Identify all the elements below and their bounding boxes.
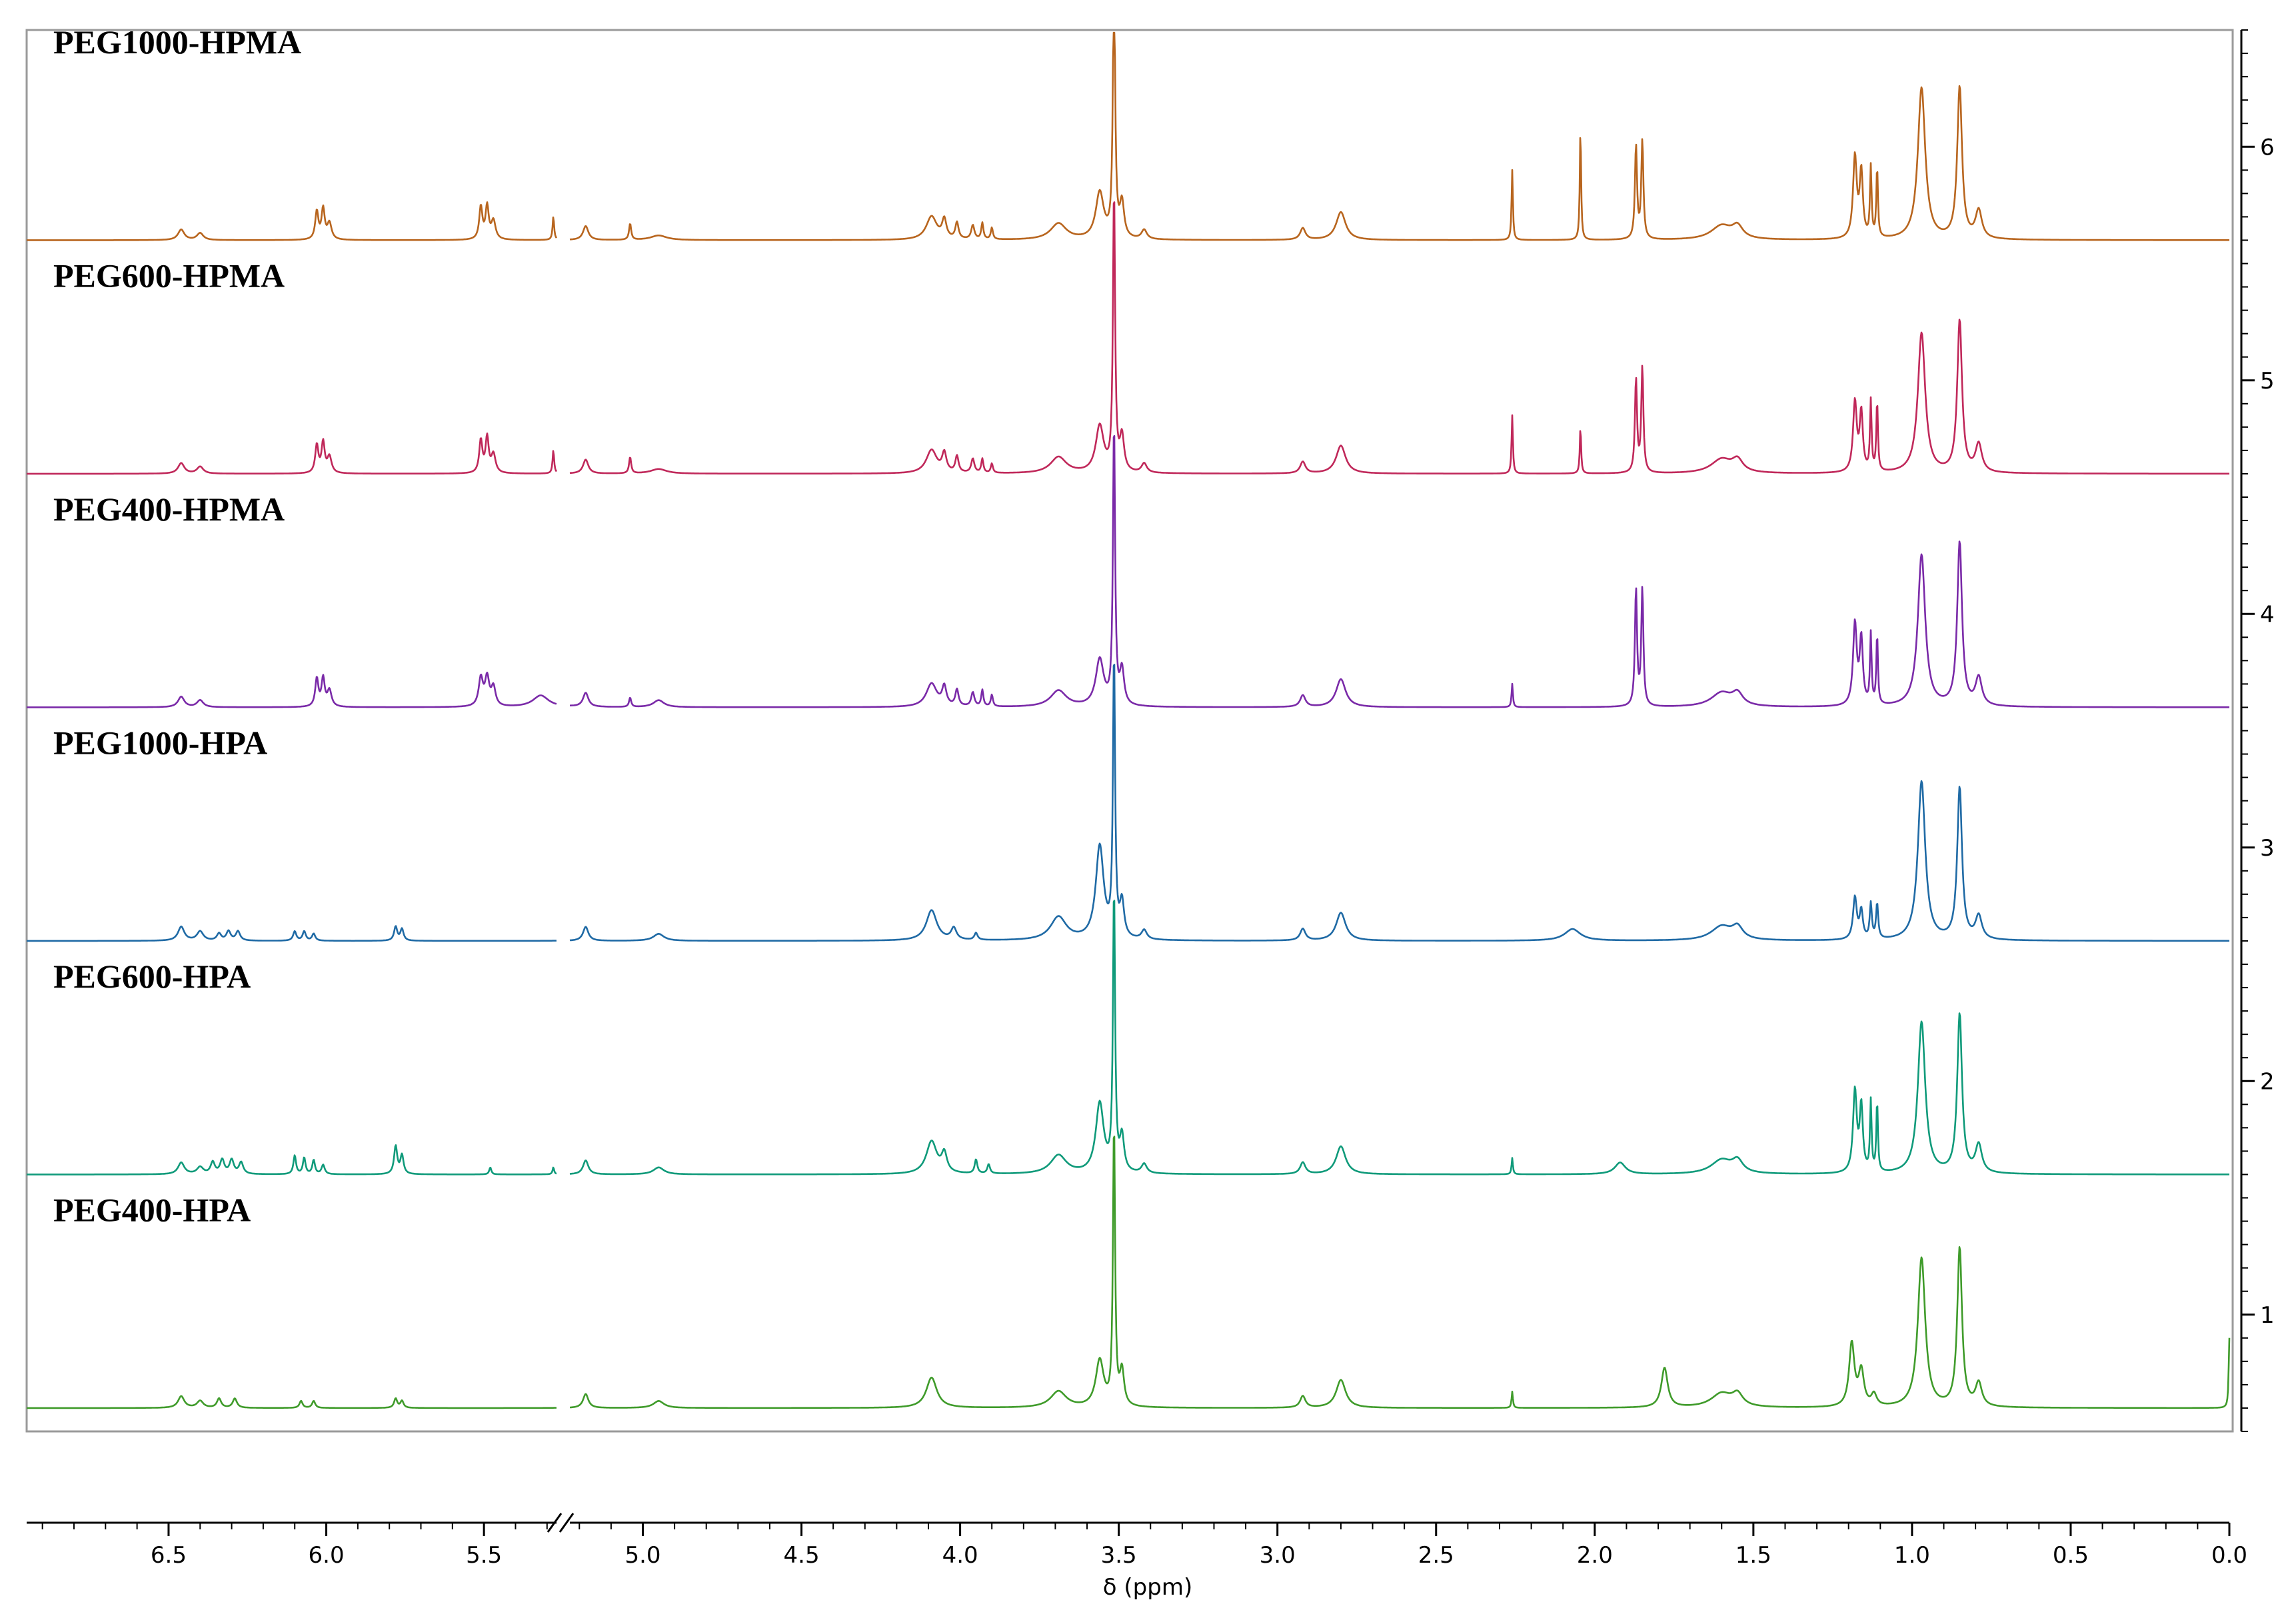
spectrum-trace — [26, 1144, 557, 1176]
spectrum-trace — [26, 1395, 557, 1409]
x-tick-label: 1.0 — [1894, 1542, 1930, 1569]
x-tick-label: 4.0 — [942, 1542, 978, 1569]
spectrum-trace — [569, 201, 2230, 475]
spectrum-trace — [569, 31, 2230, 241]
x-tick-label: 2.5 — [1418, 1542, 1454, 1569]
x-tick-label: 5.0 — [624, 1542, 660, 1569]
x-tick-label: 6.5 — [151, 1542, 187, 1569]
series-label: PEG400-HPMA — [53, 490, 285, 528]
series-label: PEG400-HPA — [53, 1192, 251, 1229]
spectrum-trace — [569, 434, 2230, 708]
y-tick-label: 6 — [2260, 134, 2275, 161]
x-axis-title: δ (ppm) — [1103, 1574, 1192, 1601]
y-tick-label: 1 — [2260, 1302, 2275, 1329]
x-axis: 6.5 6.0 5.5 5.0 4.5 4.0 3.5 3.0 2.5 2.0 1.5 1.0 0.5 0… — [27, 1513, 2247, 1569]
x-tick-label: 1.5 — [1735, 1542, 1771, 1569]
plot-frame — [25, 29, 2234, 1433]
y-tick-label: 5 — [2260, 368, 2275, 395]
series-label: PEG600-HPA — [53, 958, 251, 995]
trace-labels: PEG1000-HPMA PEG600-HPMA PEG400-HPMA PEG100… — [53, 23, 301, 1229]
x-tick-label: 6.0 — [309, 1542, 345, 1569]
y-axis: 1 2 3 4 5 6 — [2240, 29, 2275, 1432]
x-tick-label: 5.5 — [466, 1542, 502, 1569]
plot-border — [25, 29, 2234, 1433]
spectrum-trace — [26, 201, 558, 241]
spectrum-trace — [26, 925, 557, 942]
spectrum-trace — [569, 1136, 2231, 1409]
spectrum-trace — [569, 664, 2230, 942]
x-tick-label: 0.0 — [2211, 1542, 2247, 1569]
x-tick-label: 3.0 — [1260, 1542, 1296, 1569]
axis-break-mark — [559, 1513, 574, 1533]
spectrum-trace — [26, 671, 557, 708]
y-tick-label: 3 — [2260, 835, 2275, 862]
y-tick-label: 4 — [2260, 601, 2275, 628]
x-tick-label: 4.5 — [784, 1542, 820, 1569]
series-label: PEG1000-HPA — [53, 724, 267, 762]
y-tick-label: 2 — [2260, 1068, 2275, 1095]
series-label: PEG600-HPMA — [53, 257, 285, 295]
axis-break-mark — [547, 1513, 563, 1533]
x-tick-label: 3.5 — [1101, 1542, 1137, 1569]
x-tick-label: 0.5 — [2053, 1542, 2089, 1569]
spectrum-trace — [26, 432, 558, 475]
spectrum-traces — [26, 31, 2231, 1409]
x-tick-label: 2.0 — [1577, 1542, 1613, 1569]
series-label: PEG1000-HPMA — [53, 23, 301, 61]
spectrum-trace — [569, 900, 2230, 1176]
